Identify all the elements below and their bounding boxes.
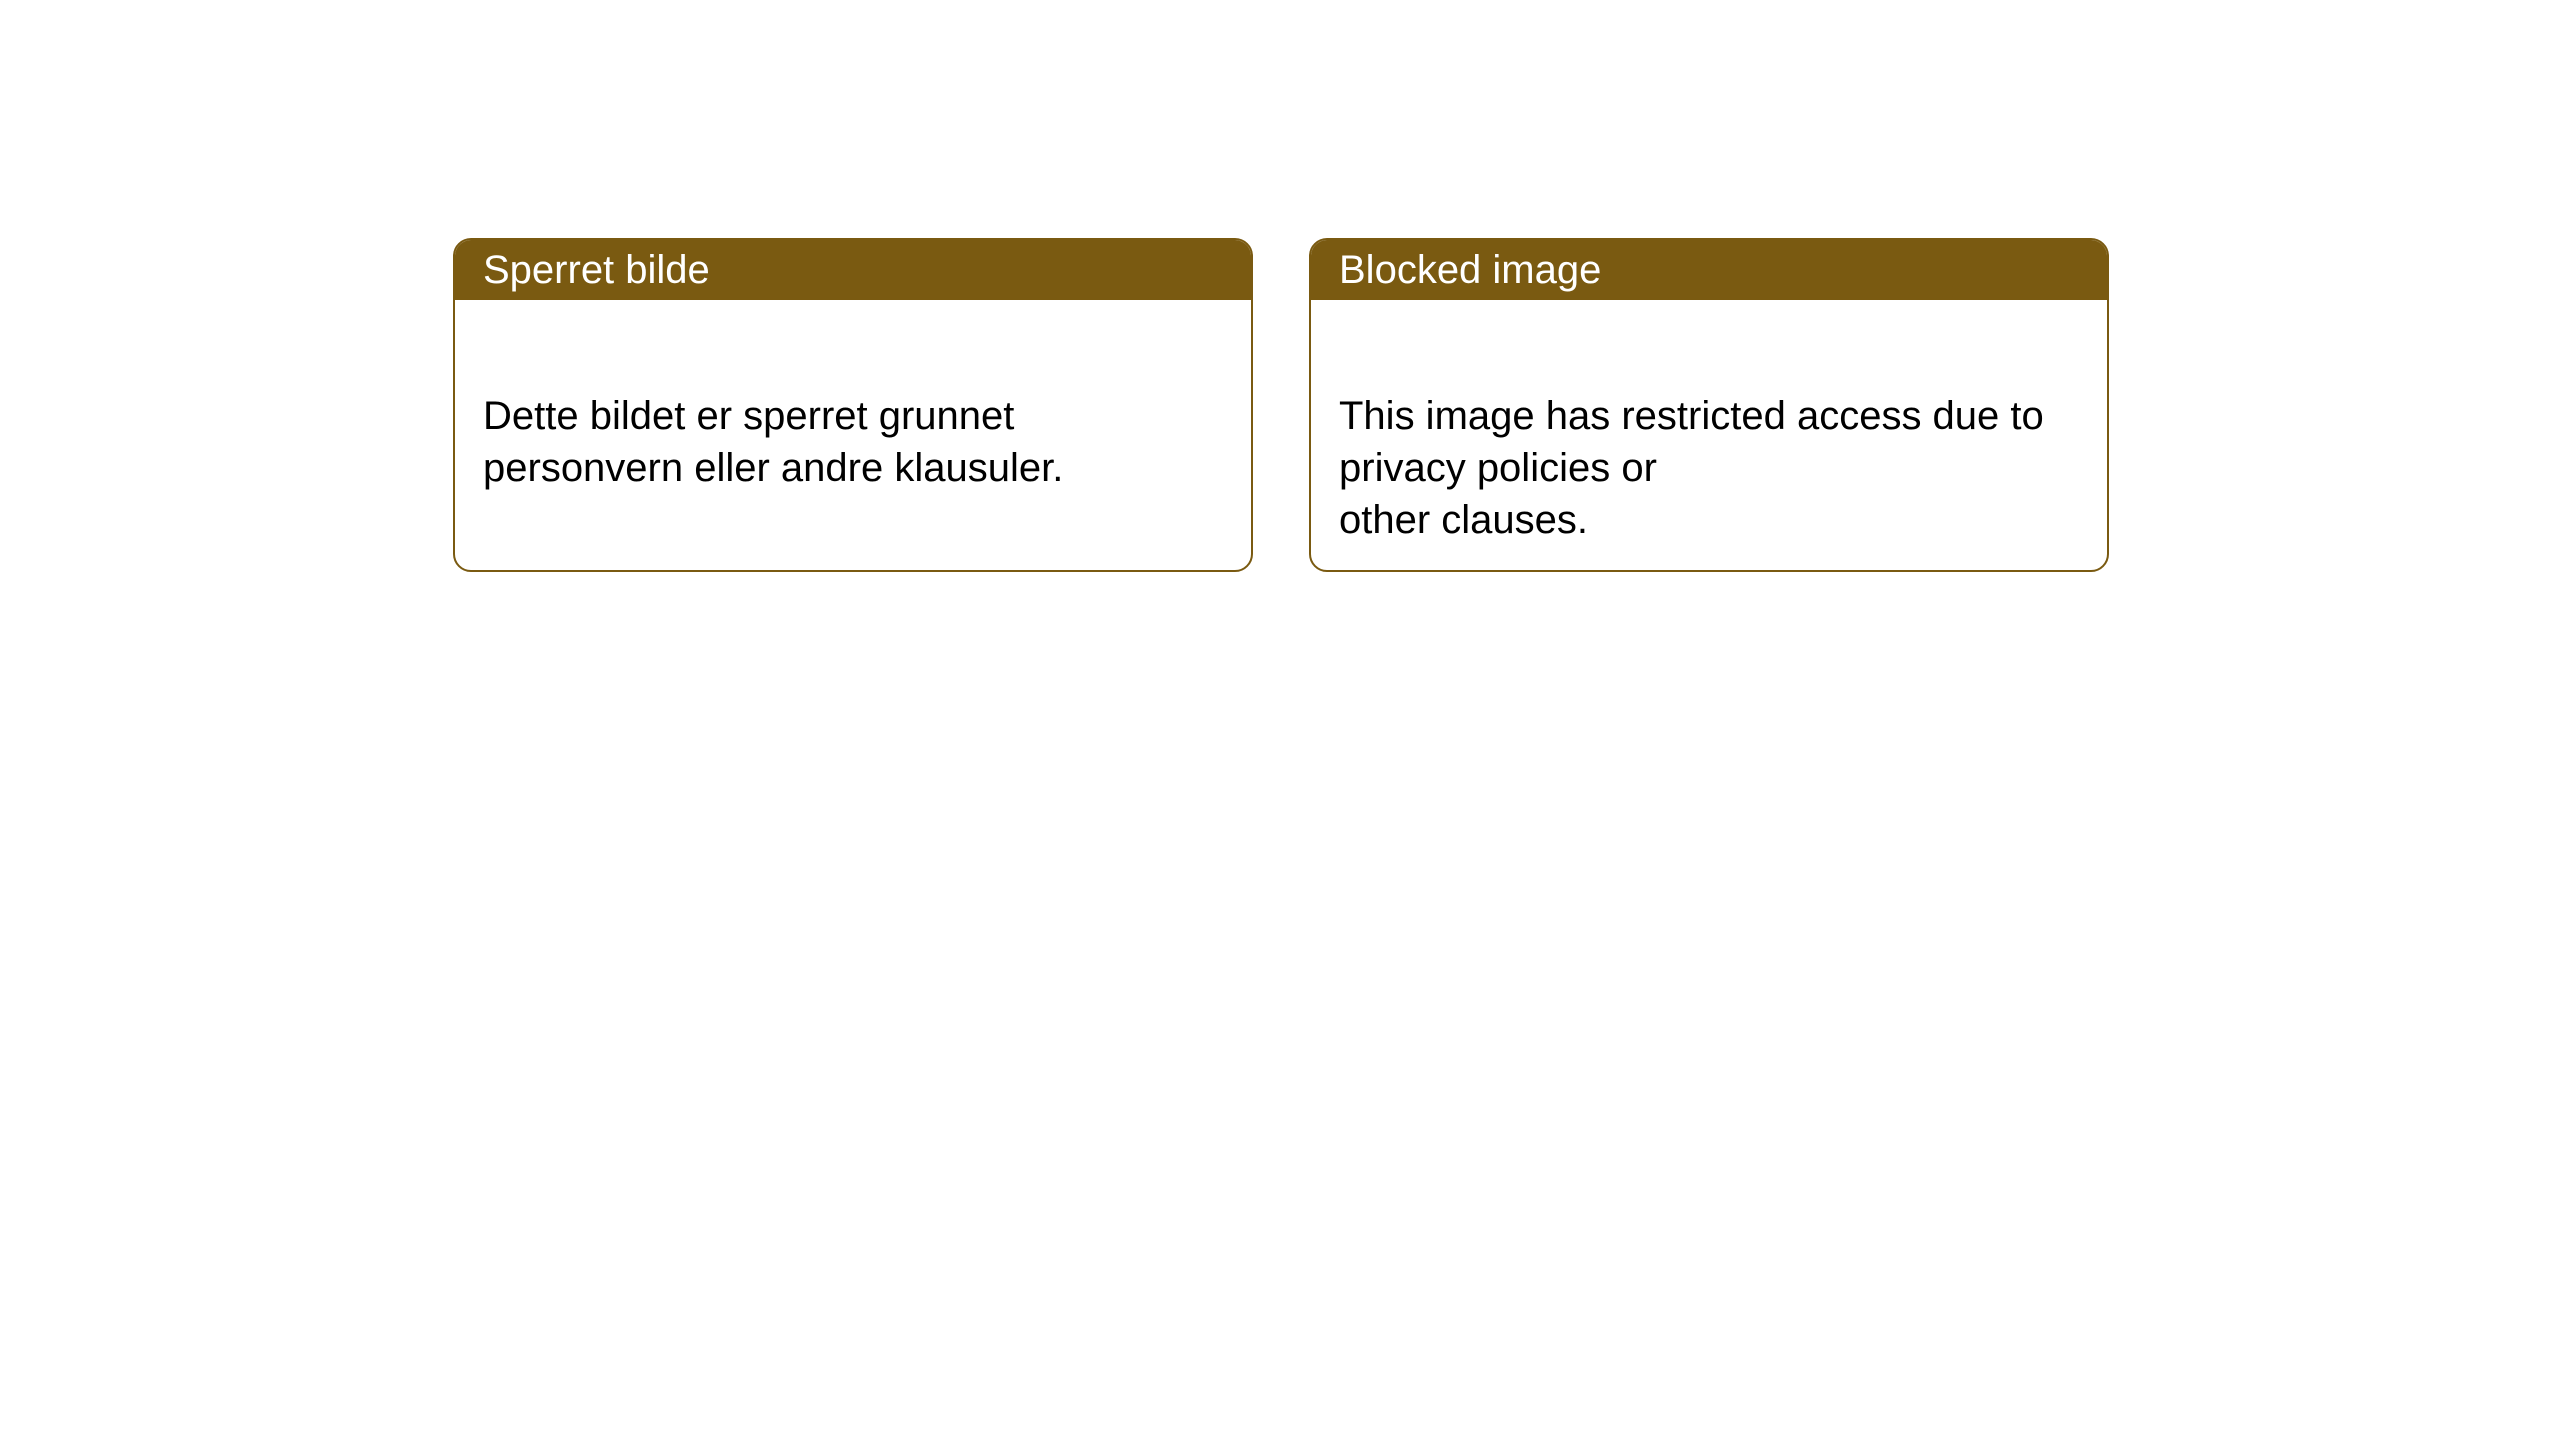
card-header: Blocked image bbox=[1311, 240, 2107, 300]
card-header: Sperret bilde bbox=[455, 240, 1251, 300]
notice-card-norwegian: Sperret bilde Dette bildet er sperret gr… bbox=[453, 238, 1253, 572]
card-body: Dette bildet er sperret grunnet personve… bbox=[455, 300, 1251, 532]
card-body-text: This image has restricted access due to … bbox=[1339, 394, 2044, 542]
card-title: Blocked image bbox=[1339, 248, 1601, 293]
notice-card-english: Blocked image This image has restricted … bbox=[1309, 238, 2109, 572]
card-title: Sperret bilde bbox=[483, 248, 710, 293]
card-body: This image has restricted access due to … bbox=[1311, 300, 2107, 572]
card-body-text: Dette bildet er sperret grunnet personve… bbox=[483, 394, 1063, 490]
notice-container: Sperret bilde Dette bildet er sperret gr… bbox=[0, 0, 2560, 572]
